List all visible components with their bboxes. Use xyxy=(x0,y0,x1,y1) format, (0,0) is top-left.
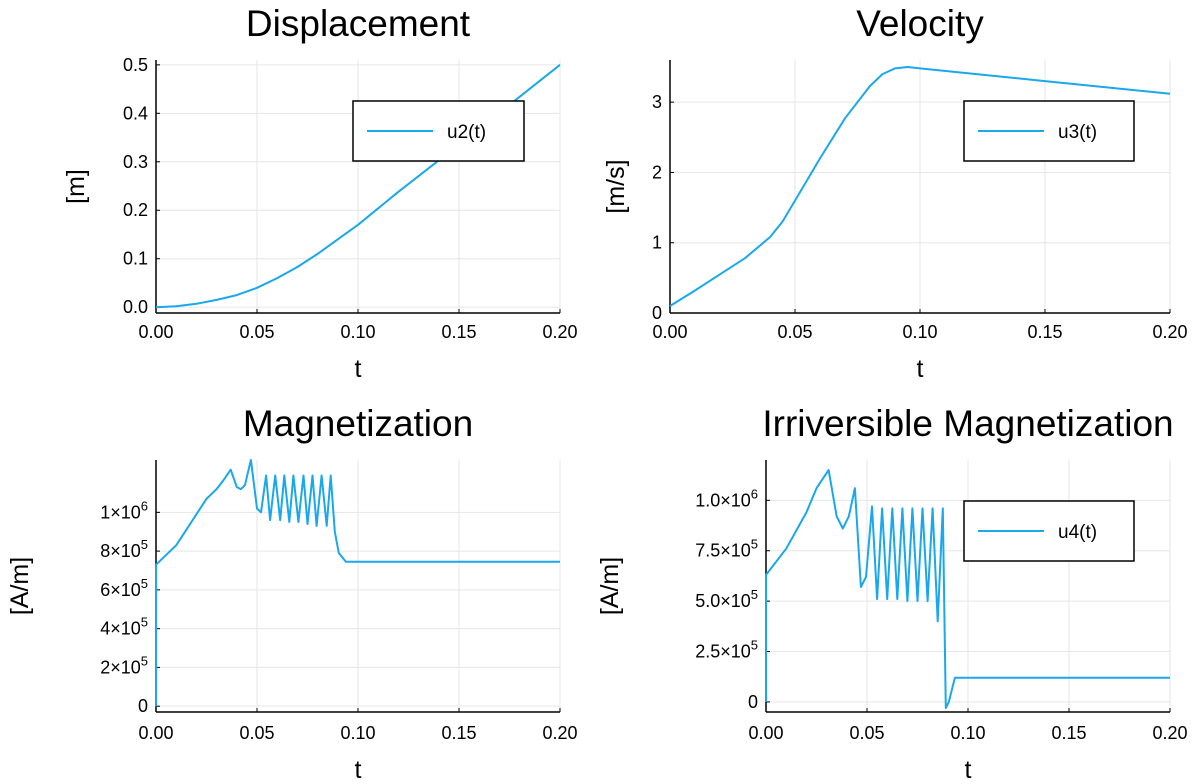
y-tick-label: 2×105 xyxy=(100,653,148,677)
x-tick-label: 0.00 xyxy=(652,322,687,342)
y-axis-label: [A/m] xyxy=(6,557,34,615)
panel-irreversible-magnetization: 0.00 0.05 0.10 0.15 0.20 0 2.5×105 5.0×105 7.5×1… xyxy=(596,403,1188,784)
series-line-u3(t) xyxy=(669,66,1171,307)
y-tick-label: 0.2 xyxy=(123,200,148,220)
y-axis-label: [m/s] xyxy=(602,159,630,213)
y-tick-label: 5.0×105 xyxy=(695,587,758,611)
y-tick-label: 2.5×105 xyxy=(695,638,758,662)
x-tick-label: 0.05 xyxy=(777,322,812,342)
x-axis-label: t xyxy=(355,756,362,784)
chart-title: Magnetization xyxy=(243,403,473,444)
y-tick-label: 0 xyxy=(652,303,662,323)
y-tick-label: 2 xyxy=(652,162,662,182)
y-tick-label: 4×105 xyxy=(100,615,148,639)
y-tick-label: 0.5 xyxy=(123,55,148,75)
x-axis-label: t xyxy=(965,756,972,784)
x-tick-label: 0.10 xyxy=(902,322,937,342)
panel-velocity: 0.00 0.05 0.10 0.15 0.20 0 1 2 3 Velocity t [m/s] u3… xyxy=(602,3,1188,383)
x-tick-label: 0.20 xyxy=(542,723,577,743)
y-tick-label: 0 xyxy=(138,696,148,716)
x-tick-label: 0.15 xyxy=(1051,723,1086,743)
legend: u2(t) xyxy=(352,100,525,162)
x-tick-label: 0.20 xyxy=(1152,723,1187,743)
panel-magnetization: 0.00 0.05 0.10 0.15 0.20 0 2×105 4×105 6×105 8×10… xyxy=(6,403,578,784)
legend-label: u2(t) xyxy=(447,122,486,143)
x-tick-label: 0.15 xyxy=(1027,322,1062,342)
series-line-u1(t) xyxy=(155,459,560,707)
y-tick-label: 7.5×105 xyxy=(695,537,758,561)
chart-title: Irriversible Magnetization xyxy=(762,403,1173,444)
y-tick-label: 6×105 xyxy=(100,576,148,600)
y-tick-label: 1×106 xyxy=(100,498,148,522)
x-axis-label: t xyxy=(355,355,362,383)
series-line-u4(t) xyxy=(765,469,1170,709)
x-tick-label: 0.05 xyxy=(849,723,884,743)
y-tick-label: 0.1 xyxy=(123,249,148,269)
x-tick-label: 0.10 xyxy=(340,322,375,342)
y-tick-label: 1.0×106 xyxy=(695,486,758,510)
x-tick-label: 0.00 xyxy=(138,723,173,743)
y-tick-label: 0.3 xyxy=(123,152,148,172)
legend-label: u3(t) xyxy=(1058,122,1097,143)
x-tick-label: 0.10 xyxy=(950,723,985,743)
x-tick-label: 0.20 xyxy=(1152,322,1187,342)
legend: u4(t) xyxy=(963,500,1135,562)
x-axis-label: t xyxy=(917,355,924,383)
y-tick-label: 0.4 xyxy=(123,103,148,123)
legend: u3(t) xyxy=(963,100,1135,162)
x-tick-label: 0.10 xyxy=(340,723,375,743)
y-tick-label: 0.0 xyxy=(123,297,148,317)
y-axis-label: [A/m] xyxy=(596,557,624,615)
x-tick-label: 0.00 xyxy=(748,723,783,743)
y-tick-label: 3 xyxy=(652,92,662,112)
y-tick-label: 8×105 xyxy=(100,537,148,561)
x-tick-label: 0.00 xyxy=(138,322,173,342)
x-tick-label: 0.15 xyxy=(441,723,476,743)
x-tick-label: 0.15 xyxy=(441,322,476,342)
x-tick-label: 0.05 xyxy=(239,322,274,342)
chart-title: Displacement xyxy=(246,3,471,44)
chart-title: Velocity xyxy=(856,3,984,44)
y-tick-label: 1 xyxy=(652,233,662,253)
legend-label: u4(t) xyxy=(1058,522,1097,543)
x-tick-label: 0.05 xyxy=(239,723,274,743)
y-tick-label: 0 xyxy=(748,692,758,712)
x-tick-label: 0.20 xyxy=(542,322,577,342)
panel-displacement: 0.00 0.05 0.10 0.15 0.20 0.0 0.1 0.2 0.3 0.4 0.5 Di… xyxy=(62,3,578,383)
y-axis-label: [m] xyxy=(62,169,90,204)
